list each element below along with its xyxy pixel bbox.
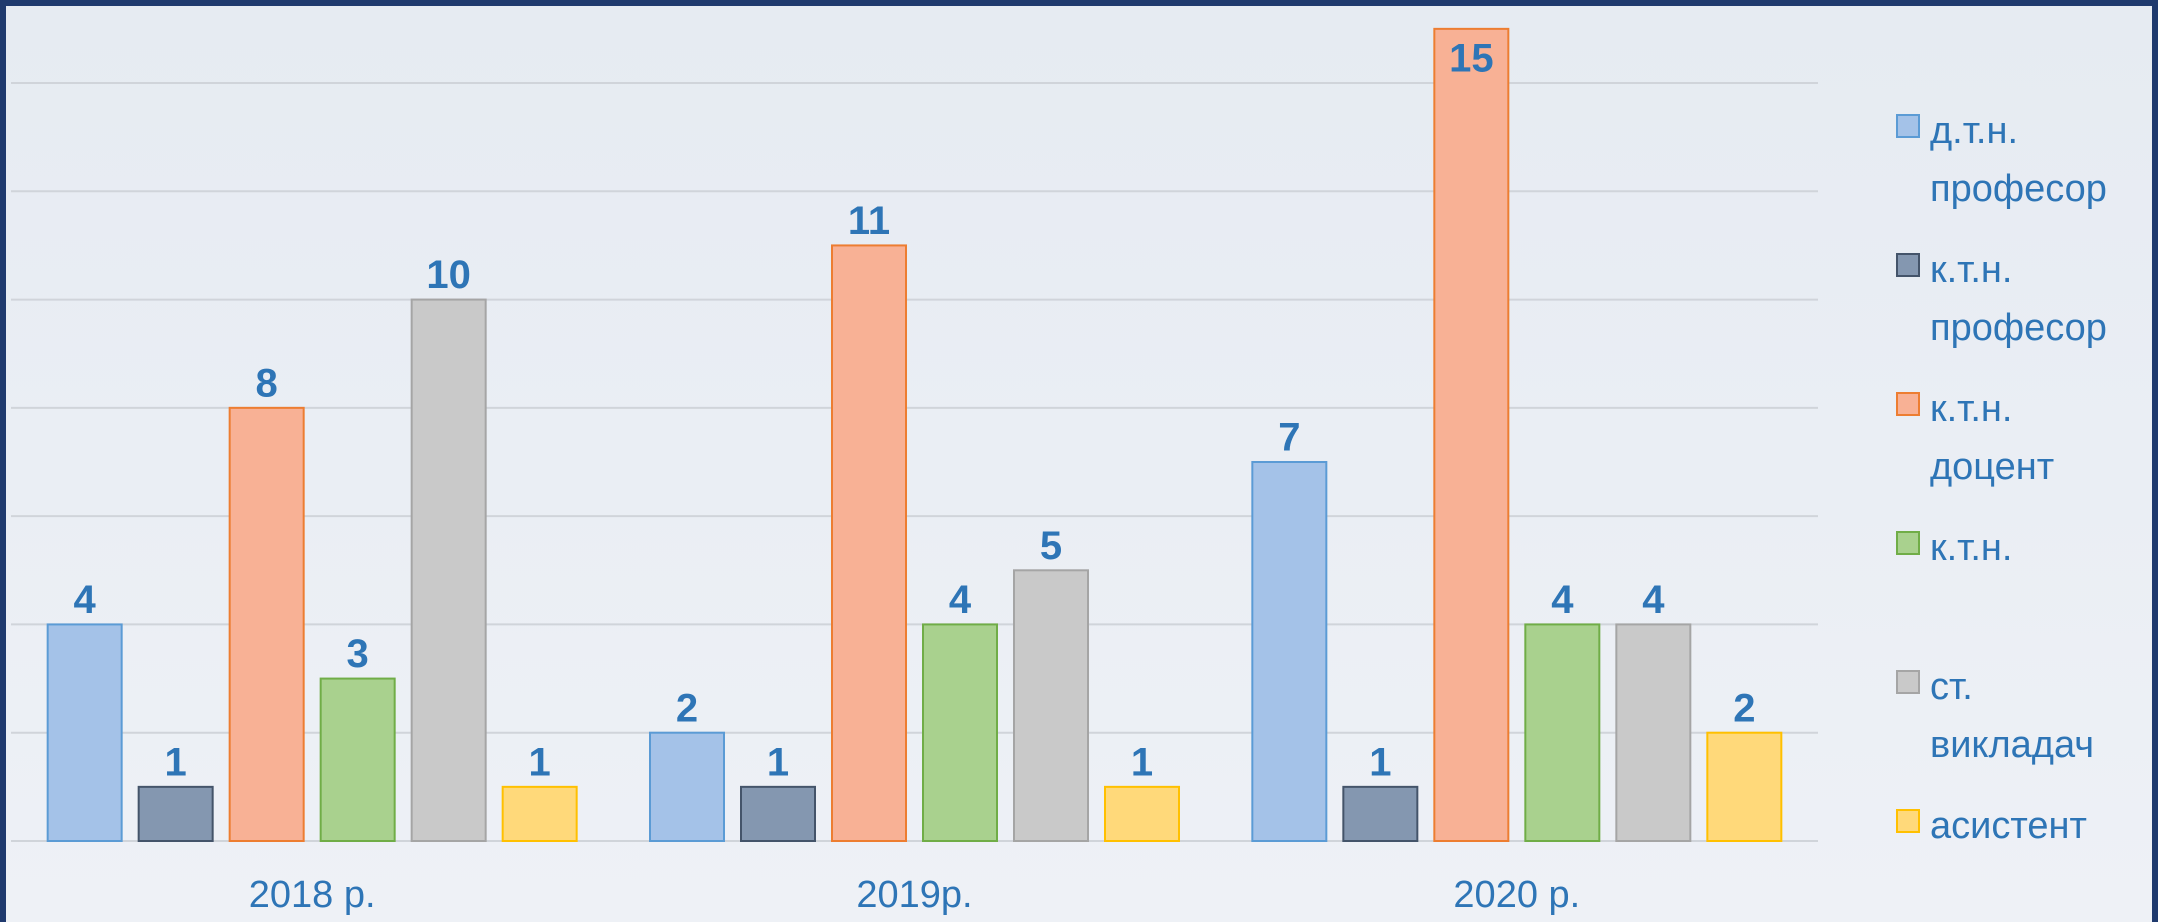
data-label: 2 (676, 686, 698, 730)
data-label: 1 (1131, 740, 1153, 784)
bar (321, 679, 395, 841)
legend-swatch (1896, 392, 1920, 416)
bar (139, 787, 213, 841)
bar (1343, 787, 1417, 841)
data-label: 4 (74, 578, 97, 622)
legend-swatch (1896, 253, 1920, 277)
data-label: 1 (767, 740, 789, 784)
bar (1616, 624, 1690, 841)
data-label: 4 (1551, 578, 1574, 622)
data-label: 8 (256, 361, 278, 405)
data-label: 1 (529, 740, 551, 784)
legend-item: к.т.н. доцент (1896, 380, 2146, 519)
data-label: 3 (347, 632, 369, 676)
legend: д.т.н. професор к.т.н. професор к.т.н. доц… (1896, 102, 2146, 922)
legend-label: асистент (1930, 797, 2140, 855)
bar (412, 300, 486, 841)
legend-swatch (1896, 531, 1920, 555)
data-label: 4 (1642, 578, 1665, 622)
data-label: 1 (165, 740, 187, 784)
legend-item: д.т.н. професор (1896, 102, 2146, 241)
legend-swatch (1896, 114, 1920, 138)
legend-item: к.т.н. (1896, 519, 2146, 658)
data-label: 4 (949, 578, 972, 622)
bar (1707, 733, 1781, 841)
bar (923, 624, 997, 841)
legend-item: к.т.н. професор (1896, 241, 2146, 380)
data-label: 10 (426, 253, 471, 297)
legend-swatch (1896, 809, 1920, 833)
bars (48, 29, 1782, 841)
bar (1434, 29, 1508, 841)
data-label: 15 (1449, 37, 1494, 81)
legend-label: к.т.н. професор (1930, 241, 2140, 357)
legend-label: к.т.н. (1930, 519, 2140, 577)
bar (1252, 462, 1326, 841)
bar (48, 624, 122, 841)
data-label: 2 (1733, 686, 1755, 730)
x-tick-label: 2020 р. (1453, 874, 1580, 916)
chart: 2018 р.41831012019р.21114512020 р.711544… (0, 0, 2158, 922)
legend-label: ст. викладач (1930, 658, 2140, 774)
data-label: 7 (1278, 416, 1300, 460)
bar (832, 245, 906, 841)
data-label: 11 (848, 199, 890, 243)
bar (650, 733, 724, 841)
legend-swatch (1896, 670, 1920, 694)
bar (1105, 787, 1179, 841)
legend-label: к.т.н. доцент (1930, 380, 2140, 496)
data-label: 1 (1369, 740, 1391, 784)
bar (1014, 570, 1088, 841)
bar (503, 787, 577, 841)
legend-item: асистент (1896, 797, 2146, 922)
bar (741, 787, 815, 841)
data-label: 5 (1040, 524, 1062, 568)
bar (230, 408, 304, 841)
bar (1525, 624, 1599, 841)
x-tick-label: 2018 р. (249, 874, 376, 916)
legend-item: ст. викладач (1896, 658, 2146, 797)
legend-label: д.т.н. професор (1930, 102, 2140, 218)
x-tick-label: 2019р. (856, 874, 972, 916)
